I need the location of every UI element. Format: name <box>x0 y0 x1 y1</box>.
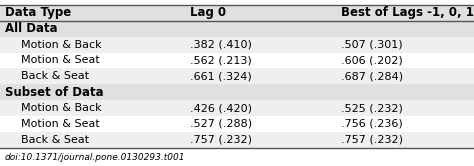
Bar <box>0 132 474 148</box>
Bar <box>0 5 474 21</box>
Bar <box>0 21 474 37</box>
Text: .757 (.232): .757 (.232) <box>190 135 252 145</box>
Text: .525 (.232): .525 (.232) <box>341 103 403 113</box>
Text: Motion & Seat: Motion & Seat <box>21 55 100 66</box>
Text: .507 (.301): .507 (.301) <box>341 40 403 50</box>
Bar <box>0 116 474 132</box>
Text: Data Type: Data Type <box>5 6 71 19</box>
Bar <box>0 68 474 84</box>
Text: .756 (.236): .756 (.236) <box>341 119 403 129</box>
Text: .527 (.288): .527 (.288) <box>190 119 252 129</box>
Text: Back & Seat: Back & Seat <box>21 71 90 81</box>
Text: .687 (.284): .687 (.284) <box>341 71 403 81</box>
Text: .426 (.420): .426 (.420) <box>190 103 252 113</box>
Text: .382 (.410): .382 (.410) <box>190 40 252 50</box>
Text: Lag 0: Lag 0 <box>190 6 226 19</box>
Text: Motion & Back: Motion & Back <box>21 40 102 50</box>
Text: doi:10.1371/journal.pone.0130293.t001: doi:10.1371/journal.pone.0130293.t001 <box>5 153 185 162</box>
Bar <box>0 84 474 100</box>
Text: Motion & Back: Motion & Back <box>21 103 102 113</box>
Text: All Data: All Data <box>5 22 57 35</box>
Text: Back & Seat: Back & Seat <box>21 135 90 145</box>
Bar <box>0 37 474 53</box>
Text: Subset of Data: Subset of Data <box>5 86 103 99</box>
Text: .661 (.324): .661 (.324) <box>190 71 251 81</box>
Text: Best of Lags -1, 0, 1: Best of Lags -1, 0, 1 <box>341 6 474 19</box>
Text: Motion & Seat: Motion & Seat <box>21 119 100 129</box>
Bar <box>0 53 474 68</box>
Text: .562 (.213): .562 (.213) <box>190 55 251 66</box>
Bar <box>0 100 474 116</box>
Text: .757 (.232): .757 (.232) <box>341 135 403 145</box>
Text: .606 (.202): .606 (.202) <box>341 55 403 66</box>
